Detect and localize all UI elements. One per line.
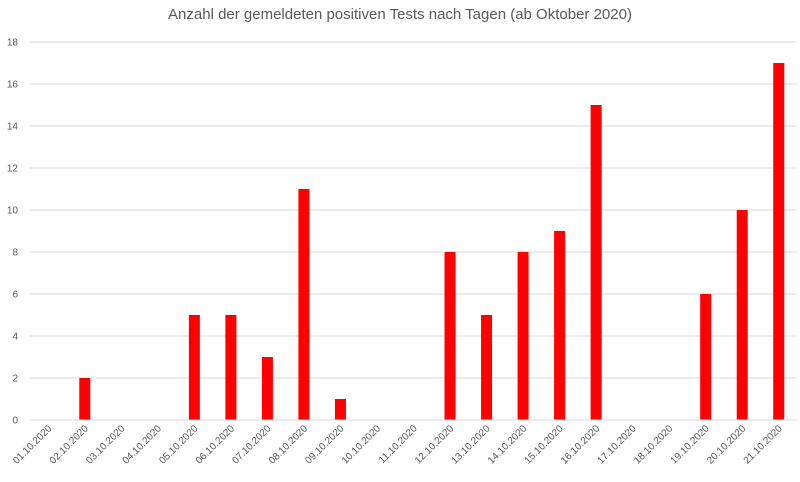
y-tick-label: 14 bbox=[7, 122, 19, 133]
bar bbox=[700, 294, 712, 420]
y-tick-label: 18 bbox=[7, 38, 19, 49]
bar bbox=[444, 252, 456, 420]
bar bbox=[517, 252, 529, 420]
bar bbox=[261, 357, 273, 420]
y-tick-label: 10 bbox=[7, 206, 19, 217]
bar bbox=[298, 189, 310, 420]
y-tick-label: 6 bbox=[12, 290, 18, 301]
y-tick-label: 0 bbox=[12, 416, 18, 427]
bar bbox=[334, 399, 346, 420]
y-tick-label: 12 bbox=[7, 164, 19, 175]
y-tick-label: 8 bbox=[12, 248, 18, 259]
chart-title: Anzahl der gemeldeten positiven Tests na… bbox=[168, 6, 632, 23]
bar bbox=[188, 315, 200, 420]
bar bbox=[481, 315, 493, 420]
bars bbox=[79, 63, 785, 420]
x-tick-label: 10.10.2020 bbox=[340, 423, 383, 466]
bar bbox=[554, 231, 566, 420]
bar bbox=[225, 315, 237, 420]
y-axis-tick-labels: 0 2 4 6 8 10 12 14 16 18 bbox=[7, 38, 19, 427]
y-tick-label: 2 bbox=[12, 374, 18, 385]
bar bbox=[79, 378, 91, 420]
gridlines bbox=[30, 41, 797, 379]
bar bbox=[736, 210, 748, 420]
x-axis-tick-labels: 01.10.202002.10.202003.10.202004.10.2020… bbox=[11, 423, 785, 466]
y-tick-label: 4 bbox=[12, 332, 18, 343]
bar bbox=[590, 105, 602, 420]
y-tick-label: 16 bbox=[7, 80, 19, 91]
bar bbox=[773, 63, 785, 420]
x-tick-label: 21.10.2020 bbox=[742, 423, 785, 466]
